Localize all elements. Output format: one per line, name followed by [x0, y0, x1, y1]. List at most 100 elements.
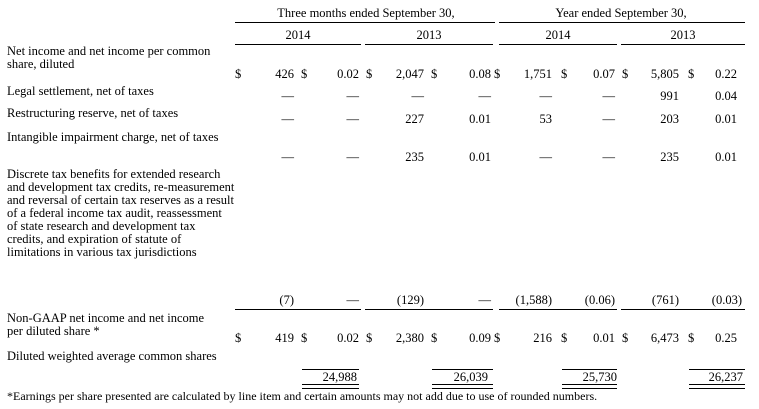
cell-value: 0.22 — [715, 67, 737, 81]
dollar-sign: $ — [301, 67, 308, 81]
cell-value: (7) — [279, 293, 294, 307]
header-rule — [365, 44, 493, 45]
dollar-sign: $ — [431, 331, 438, 345]
subtotal-rule — [235, 309, 361, 310]
dollar-sign: $ — [235, 331, 242, 345]
shares-double-rule — [432, 384, 493, 389]
dollar-sign: $ — [301, 331, 308, 345]
cell-value: 0.01 — [715, 112, 737, 126]
header-year-2014: 2014 — [545, 28, 571, 42]
row-label-net-income: Net income and net income per common sha… — [7, 44, 211, 71]
cell-value: 2,047 — [395, 67, 424, 81]
cell-value: 5,805 — [650, 67, 679, 81]
row-label-impairment: Intangible impairment charge, net of tax… — [7, 130, 219, 144]
cell-value: 6,473 — [650, 331, 679, 345]
shares-double-rule — [302, 384, 359, 389]
cell-value: 53 — [539, 112, 553, 126]
cell-value: — — [539, 150, 553, 164]
cell-value: (761) — [651, 293, 679, 307]
header-quarter-underline — [235, 22, 495, 23]
cell-value: 203 — [660, 112, 679, 126]
shares-top-rule — [302, 369, 359, 370]
cell-value: 2,380 — [395, 331, 424, 345]
cell-value: 0.04 — [715, 89, 737, 103]
cell-value: 26,237 — [708, 370, 743, 384]
cell-value: (1,588) — [515, 293, 552, 307]
dollar-sign: $ — [688, 67, 695, 81]
cell-value: — — [478, 89, 492, 103]
cell-value: — — [281, 112, 295, 126]
cell-value: 0.01 — [715, 150, 737, 164]
cell-value: 0.25 — [715, 331, 737, 345]
cell-value: — — [346, 150, 360, 164]
cell-value: — — [539, 89, 553, 103]
cell-value: — — [281, 89, 295, 103]
row-label-legal-settlement: Legal settlement, net of taxes — [7, 84, 154, 98]
cell-value: — — [602, 112, 616, 126]
cell-value: 0.02 — [337, 331, 359, 345]
row-label-diluted-shares: Diluted weighted average common shares — [7, 349, 217, 363]
cell-value: (0.03) — [711, 293, 742, 307]
cell-value: 0.08 — [469, 67, 491, 81]
cell-value: 24,988 — [322, 370, 357, 384]
header-quarter-2013: 2013 — [416, 28, 442, 42]
header-rule — [499, 44, 617, 45]
dollar-sign: $ — [235, 67, 242, 81]
header-year-group: Year ended September 30, — [555, 6, 687, 20]
row-label-restructuring: Restructuring reserve, net of taxes — [7, 106, 179, 120]
cell-value: 0.01 — [469, 112, 491, 126]
cell-value: 419 — [275, 331, 294, 345]
shares-double-rule — [562, 384, 617, 389]
row-label-tax-benefits: Discrete tax benefits for extended resea… — [7, 167, 235, 259]
cell-value: — — [346, 89, 360, 103]
shares-double-rule — [689, 384, 745, 389]
cell-value: 26,039 — [453, 370, 488, 384]
subtotal-rule — [499, 309, 617, 310]
cell-value: 0.07 — [593, 67, 615, 81]
shares-top-rule — [562, 369, 617, 370]
row-label-non-gaap: Non-GAAP net income and net income per d… — [7, 311, 205, 338]
cell-value: — — [602, 150, 616, 164]
dollar-sign: $ — [431, 67, 438, 81]
footnote: *Earnings per share presented are calcul… — [7, 389, 598, 403]
dollar-sign: $ — [494, 67, 501, 81]
header-rule — [621, 44, 745, 45]
cell-value: (129) — [396, 293, 424, 307]
dollar-sign: $ — [494, 331, 501, 345]
cell-value: 25,730 — [582, 370, 617, 384]
header-quarter-group: Three months ended September 30, — [277, 6, 455, 20]
cell-value: — — [346, 293, 360, 307]
cell-value: 0.01 — [593, 331, 615, 345]
dollar-sign: $ — [622, 67, 629, 81]
cell-value: 426 — [275, 67, 294, 81]
cell-value: 216 — [533, 331, 552, 345]
header-year-underline — [499, 22, 745, 23]
subtotal-rule — [621, 309, 745, 310]
cell-value: (0.06) — [584, 293, 615, 307]
cell-value: 227 — [405, 112, 424, 126]
dollar-sign: $ — [561, 331, 568, 345]
cell-value: — — [478, 293, 492, 307]
cell-value: 991 — [660, 89, 679, 103]
dollar-sign: $ — [366, 67, 373, 81]
dollar-sign: $ — [366, 331, 373, 345]
cell-value: — — [281, 150, 295, 164]
cell-value: 1,751 — [523, 67, 552, 81]
header-year-2013: 2013 — [670, 28, 696, 42]
header-rule — [235, 44, 361, 45]
shares-top-rule — [689, 369, 745, 370]
cell-value: 235 — [660, 150, 679, 164]
dollar-sign: $ — [688, 331, 695, 345]
cell-value: — — [602, 89, 616, 103]
cell-value: 0.01 — [469, 150, 491, 164]
header-quarter-2014: 2014 — [285, 28, 311, 42]
dollar-sign: $ — [622, 331, 629, 345]
subtotal-rule — [365, 309, 493, 310]
shares-top-rule — [432, 369, 493, 370]
dollar-sign: $ — [561, 67, 568, 81]
cell-value: 0.09 — [469, 331, 491, 345]
cell-value: — — [346, 112, 360, 126]
cell-value: 235 — [405, 150, 424, 164]
cell-value: — — [411, 89, 425, 103]
cell-value: 0.02 — [337, 67, 359, 81]
